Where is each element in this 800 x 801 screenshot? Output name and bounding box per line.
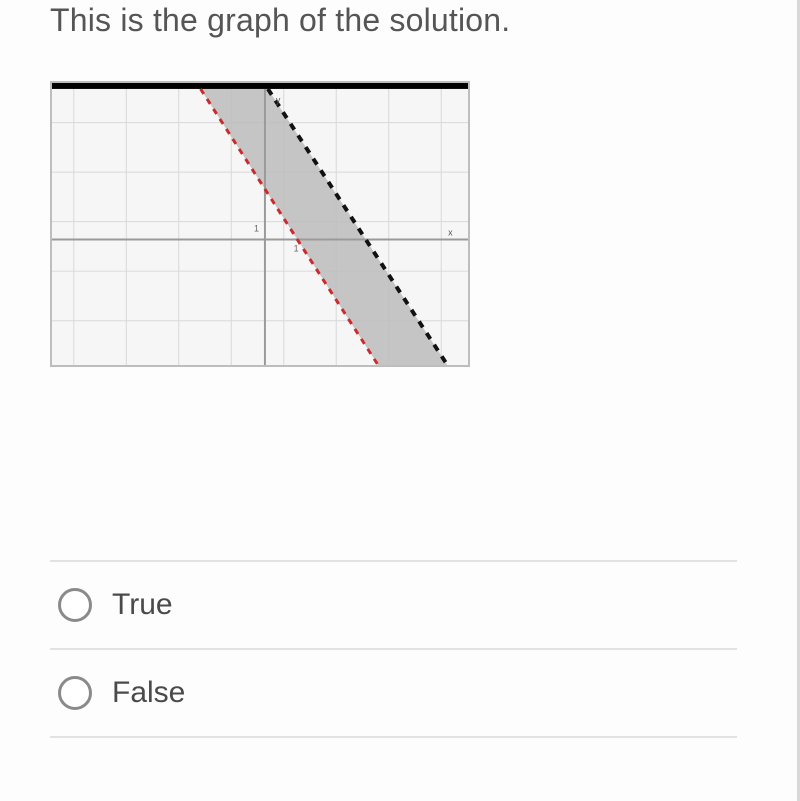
option-true[interactable]: True [50,560,737,648]
graph-svg: y x 1 1 [52,83,468,366]
prompt-text: This is the graph of the solution. [50,0,747,39]
svg-text:x: x [448,228,453,238]
radio-icon [58,676,92,710]
radio-icon [58,588,92,622]
option-false[interactable]: False [50,648,737,738]
option-label: True [112,588,173,622]
answer-options: True False [50,560,737,738]
solution-graph: y x 1 1 [50,81,470,367]
svg-text:1: 1 [254,224,259,234]
option-label: False [112,676,185,710]
svg-text:y: y [276,95,281,105]
svg-text:1: 1 [294,243,299,253]
question-panel: This is the graph of the solution. yx11 … [0,0,800,801]
